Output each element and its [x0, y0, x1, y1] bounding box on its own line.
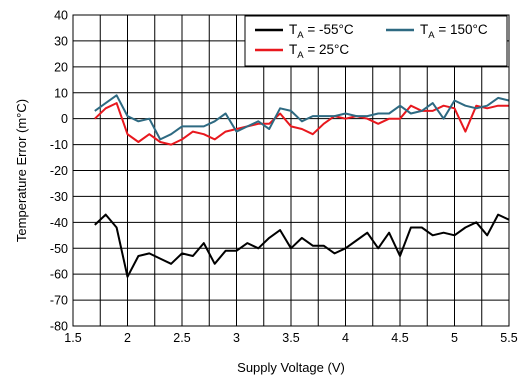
x-tick-label: 4: [342, 331, 349, 345]
y-tick-label: -50: [50, 242, 68, 256]
y-tick-label: -10: [50, 138, 68, 152]
y-tick-labels: 40 30 20 10 0 -10 -20 -30 -40 -50 -60 -70 -80: [50, 9, 68, 334]
legend-box: [244, 15, 508, 67]
y-tick-label: 30: [54, 34, 68, 48]
y-tick-label: -70: [50, 294, 68, 308]
legend-label-2: TA = 150°C: [420, 22, 488, 41]
x-tick-label: 4.5: [391, 331, 408, 345]
plot-frame: [72, 14, 510, 327]
y-tick-label: 10: [54, 86, 68, 100]
y-tick-label: 20: [54, 60, 68, 74]
series-line-1: [94, 102, 509, 146]
y-axis-title: Temperature Error (m°C): [14, 99, 29, 242]
x-axis-title: Supply Voltage (V): [237, 360, 345, 375]
series-lines: [94, 94, 510, 278]
x-tick-labels: 1.5 2 2.5 3 3.5 4 4.5 5 5.5: [64, 331, 517, 345]
x-tick-label: 2.5: [173, 331, 190, 345]
y-tick-label: -40: [50, 216, 68, 230]
y-tick-label: -20: [50, 164, 68, 178]
legend-label-1: TA = 25°C: [289, 42, 349, 61]
x-tick-label: 3.5: [282, 331, 299, 345]
y-tick-label: -60: [50, 268, 68, 282]
x-tick-label: 5.5: [500, 331, 517, 345]
y-tick-label: 40: [54, 9, 68, 23]
x-tick-label: 5: [451, 331, 458, 345]
x-tick-label: 3: [233, 331, 240, 345]
legend: TA = -55°CTA = 25°C TA = 150°C: [244, 15, 508, 67]
y-tick-label: -80: [50, 320, 68, 334]
x-tick-label: 2: [124, 331, 131, 345]
series-line-0: [94, 213, 510, 278]
legend-label-0: TA = -55°C: [289, 22, 354, 41]
y-tick-label: 0: [61, 112, 68, 126]
x-tick-label: 1.5: [64, 331, 81, 345]
y-tick-label: -30: [50, 190, 68, 204]
series-line-2: [94, 94, 510, 141]
